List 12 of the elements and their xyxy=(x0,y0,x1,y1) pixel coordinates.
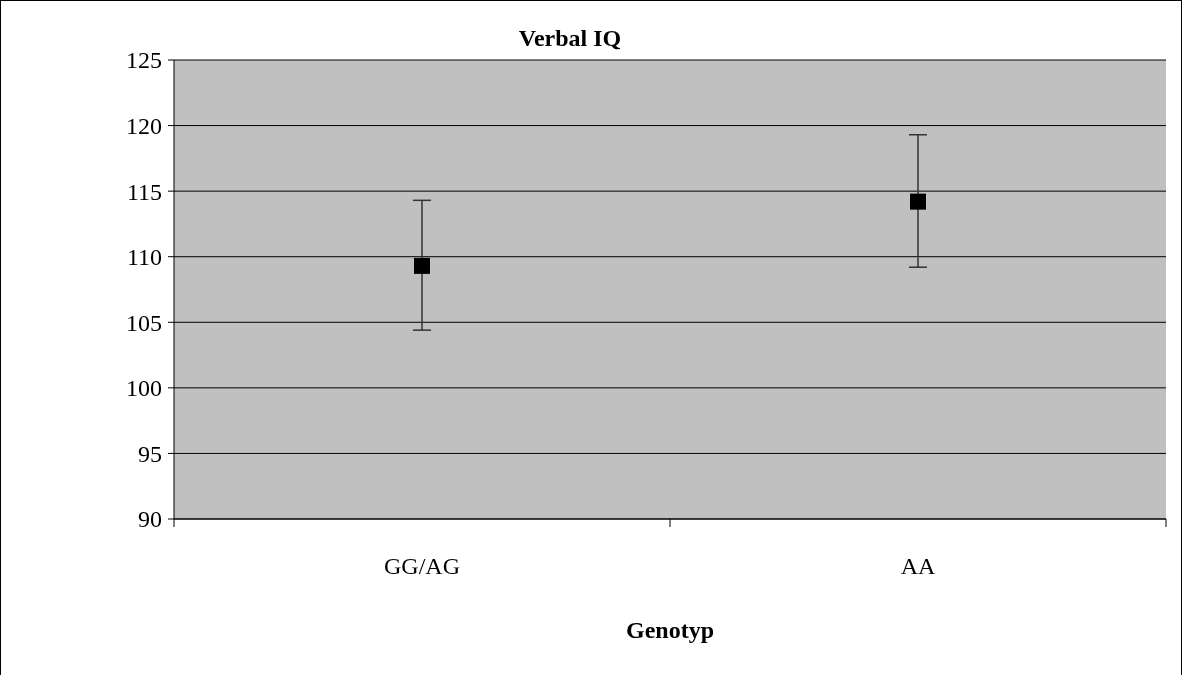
x-axis-title: Genotyp xyxy=(625,617,715,643)
y-tick-label: 90 xyxy=(138,506,162,533)
y-tick-label: 95 xyxy=(138,440,162,467)
y-tick-label: 100 xyxy=(126,375,162,402)
y-tick-label: 125 xyxy=(126,47,162,74)
x-tick-label: GG/AG xyxy=(384,553,460,579)
y-tick-label: 115 xyxy=(126,178,162,205)
y-tick-label: 120 xyxy=(126,112,162,139)
x-tick-label: AA xyxy=(900,553,936,579)
y-tick-label: 105 xyxy=(126,309,162,336)
chart-title: Verbal IQ xyxy=(518,25,622,51)
y-tick-label: 110 xyxy=(126,244,162,271)
